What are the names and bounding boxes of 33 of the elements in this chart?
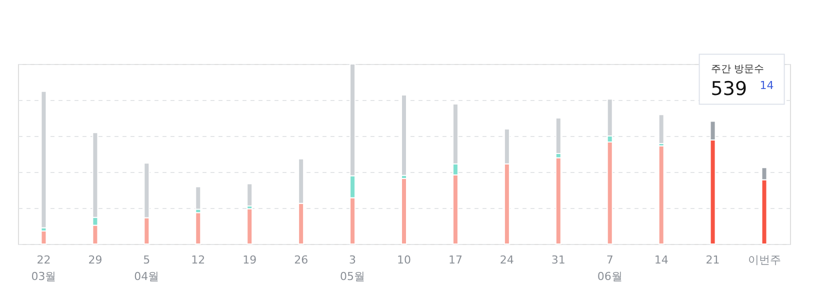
x-tick-label: 12 (191, 254, 206, 266)
text: 05월 (340, 270, 366, 283)
bar (401, 178, 407, 244)
annotation: 14 (760, 79, 774, 92)
x-tick-label: 22 (36, 254, 51, 266)
x-tick-label: 26 (294, 254, 308, 266)
x-tick-label: 19 (242, 254, 257, 266)
x-tick-label: 10 (397, 254, 411, 266)
x-tick-label: 5 (143, 254, 150, 266)
x-tick-label: 3 (349, 254, 356, 266)
bar (246, 183, 253, 207)
bar (195, 212, 202, 244)
bar (658, 114, 664, 144)
text: 03월 (31, 270, 56, 283)
x-tick-label: 17 (448, 254, 462, 266)
bar (401, 94, 407, 176)
x-tick-label: 29 (88, 254, 102, 266)
x-tick-label: 24 (500, 254, 514, 266)
bar (246, 208, 253, 244)
annotation: 주간 방문수 (710, 64, 764, 76)
annotation: 539 (710, 78, 748, 100)
x-tick-label: 14 (654, 254, 668, 266)
bar (195, 186, 202, 210)
x-tick-label: 31 (551, 254, 566, 266)
x-tick-label: 7 (606, 254, 614, 266)
bar (658, 145, 664, 244)
x-tick-label: 21 (706, 254, 720, 266)
bar (555, 157, 562, 244)
text: 04월 (134, 270, 160, 283)
x-tick-label: 이번주 (748, 254, 781, 266)
text: 06월 (597, 270, 622, 283)
bar (40, 230, 47, 244)
bar (40, 90, 47, 228)
